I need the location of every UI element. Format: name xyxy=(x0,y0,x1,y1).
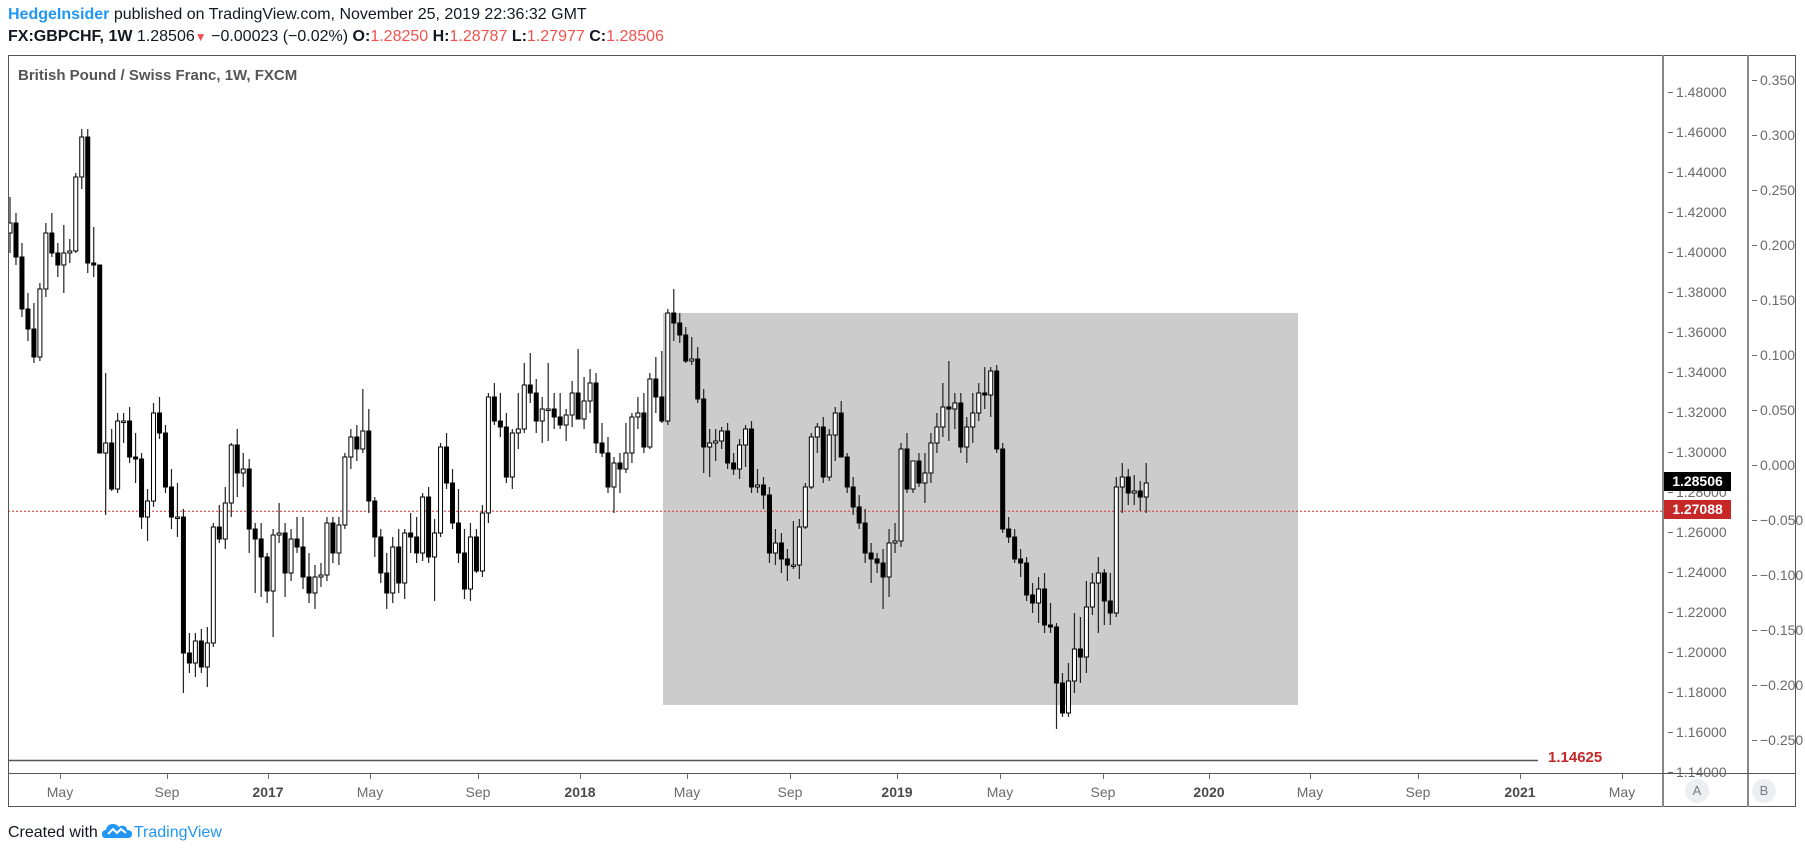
time-tick-mark xyxy=(1310,774,1311,779)
time-tick-mark xyxy=(1209,774,1210,779)
time-tick-label: May xyxy=(986,784,1014,800)
percent-tick-label: 0.350 xyxy=(1751,72,1796,88)
down-triangle-icon: ▼ xyxy=(194,30,207,44)
percent-tick-label: 0.300 xyxy=(1751,127,1796,143)
time-tick-label: 2018 xyxy=(564,784,596,800)
tradingview-link[interactable]: TradingView xyxy=(133,824,222,841)
low-value: 1.27977 xyxy=(526,28,585,45)
price-tick-label: 1.48000 xyxy=(1668,84,1727,100)
percent-tick-label: −0.250 xyxy=(1751,732,1804,748)
close-value: 1.28506 xyxy=(606,28,664,45)
price-tick-label: 1.32000 xyxy=(1668,404,1727,420)
percent-tick-label: 0.200 xyxy=(1751,237,1796,253)
auto-scale-button[interactable]: A xyxy=(1685,779,1709,803)
price-tick-label: 1.14000 xyxy=(1668,764,1727,780)
percent-tick-label: 0.000 xyxy=(1751,457,1796,473)
candlestick-series xyxy=(8,129,1663,762)
price-tick-label: 1.42000 xyxy=(1668,204,1727,220)
chart-title: British Pound / Swiss Franc, 1W, FXCM xyxy=(18,67,298,84)
price-tick-label: 1.16000 xyxy=(1668,724,1727,740)
time-tick-mark xyxy=(1000,774,1001,779)
percent-tick-label: −0.200 xyxy=(1751,677,1804,693)
high-value: 1.28787 xyxy=(449,28,508,45)
percent-tick-label: 0.050 xyxy=(1751,402,1796,418)
price-tick-label: 1.22000 xyxy=(1668,604,1727,620)
price-tick-label: 1.24000 xyxy=(1668,564,1727,580)
price-tick-label: 1.18000 xyxy=(1668,684,1727,700)
percent-tick-label: −0.050 xyxy=(1751,512,1804,528)
publish-text: published on TradingView.com, November 2… xyxy=(113,6,587,23)
time-tick-label: 2017 xyxy=(252,784,284,800)
time-tick-label: May xyxy=(673,784,701,800)
time-tick-mark xyxy=(580,774,581,779)
last-price: 1.28506 xyxy=(136,28,195,45)
author-link[interactable]: HedgeInsider xyxy=(8,6,110,23)
price-tick-label: 1.38000 xyxy=(1668,284,1727,300)
percent-tick-label: −0.100 xyxy=(1751,567,1804,583)
time-tick-label: May xyxy=(356,784,384,800)
price-tick-label: 1.44000 xyxy=(1668,164,1727,180)
price-tick-label: 1.30000 xyxy=(1668,444,1727,460)
time-tick-mark xyxy=(897,774,898,779)
close-label: C: xyxy=(589,28,607,45)
time-axis-border xyxy=(8,773,1796,774)
time-tick-mark xyxy=(167,774,168,779)
chart-frame xyxy=(8,55,1796,807)
time-tick-mark xyxy=(60,774,61,779)
time-tick-mark xyxy=(1103,774,1104,779)
percent-tick-label: 0.100 xyxy=(1751,347,1796,363)
time-tick-mark xyxy=(1520,774,1521,779)
percent-tick-label: −0.150 xyxy=(1751,622,1804,638)
percent-axis-border xyxy=(1747,55,1749,807)
percent-scale-button[interactable]: B xyxy=(1752,779,1776,803)
chart-plot-area[interactable] xyxy=(8,55,1663,774)
time-tick-mark xyxy=(268,774,269,779)
open-value: 1.28250 xyxy=(370,28,429,45)
time-tick-mark xyxy=(687,774,688,779)
time-tick-label: 2021 xyxy=(1504,784,1536,800)
horizontal-line-label: 1.14625 xyxy=(1548,749,1603,766)
time-tick-label: Sep xyxy=(1090,784,1116,800)
time-tick-label: Sep xyxy=(465,784,491,800)
publish-info: HedgeInsider published on TradingView.co… xyxy=(8,6,587,24)
open-label: O: xyxy=(352,28,371,45)
time-tick-label: May xyxy=(1608,784,1636,800)
time-tick-label: 2020 xyxy=(1193,784,1225,800)
time-tick-label: Sep xyxy=(1405,784,1431,800)
time-tick-label: Sep xyxy=(777,784,803,800)
line-price-badge: 1.27088 xyxy=(1664,500,1731,519)
price-tick-label: 1.34000 xyxy=(1668,364,1727,380)
footer: Created with TradingView xyxy=(8,822,222,842)
high-label: H: xyxy=(432,28,450,45)
time-tick-mark xyxy=(1418,774,1419,779)
time-tick-mark xyxy=(790,774,791,779)
time-tick-label: May xyxy=(1296,784,1324,800)
price-axis-border xyxy=(1662,55,1664,807)
price-tick-label: 1.26000 xyxy=(1668,524,1727,540)
time-tick-label: Sep xyxy=(154,784,180,800)
time-tick-mark xyxy=(478,774,479,779)
percent-tick-label: 0.250 xyxy=(1751,182,1796,198)
last-price-badge: 1.28506 xyxy=(1664,472,1731,491)
time-tick-mark xyxy=(370,774,371,779)
percent-tick-label: 0.150 xyxy=(1751,292,1796,308)
price-tick-label: 1.40000 xyxy=(1668,244,1727,260)
low-label: L: xyxy=(511,28,527,45)
price-tick-label: 1.20000 xyxy=(1668,644,1727,660)
symbol-info: FX:GBPCHF, 1W 1.28506▼ −0.00023 (−0.02%)… xyxy=(8,28,664,46)
symbol-label: FX:GBPCHF, 1W xyxy=(8,28,133,45)
time-tick-label: May xyxy=(46,784,74,800)
created-with-text: Created with xyxy=(8,824,98,841)
time-tick-label: 2019 xyxy=(881,784,913,800)
price-tick-label: 1.46000 xyxy=(1668,124,1727,140)
price-change: −0.00023 (−0.02%) xyxy=(211,28,349,45)
price-tick-label: 1.36000 xyxy=(1668,324,1727,340)
tradingview-logo-icon xyxy=(101,824,132,838)
time-tick-mark xyxy=(1622,774,1623,779)
